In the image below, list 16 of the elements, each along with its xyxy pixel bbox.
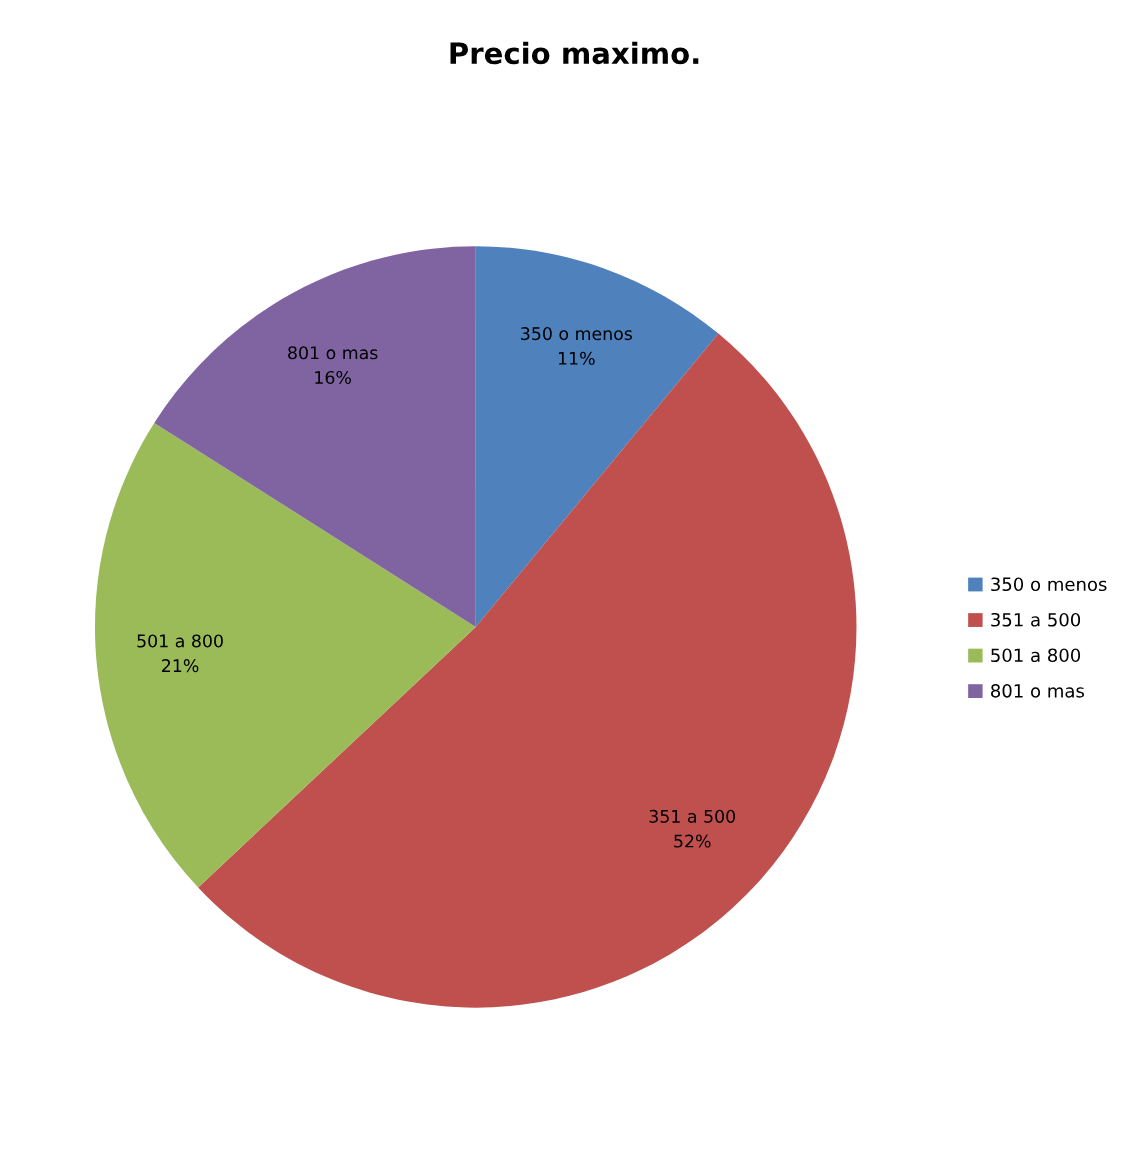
slice-label: 351 a 500	[649, 809, 736, 823]
pie-slice	[95, 422, 476, 888]
slice-label: 350 o menos	[521, 327, 633, 341]
data-label: 52%	[674, 834, 711, 848]
legend-label: 801 o mas	[991, 683, 1084, 698]
data-label: 21%	[162, 659, 199, 673]
slice-label: 801 o mas	[288, 346, 378, 360]
data-label: 11%	[558, 351, 595, 365]
slice-label: 501 a 800	[137, 634, 223, 648]
pie-slice	[154, 246, 476, 627]
legend-label: 350 o menos	[991, 577, 1107, 592]
chart-title: Precio maximo.	[450, 41, 699, 65]
data-label: 16%	[315, 370, 351, 385]
legend-label: 501 a 800	[991, 648, 1081, 663]
legend-label: 351 a 500	[991, 612, 1081, 627]
pie-slice	[475, 246, 719, 627]
